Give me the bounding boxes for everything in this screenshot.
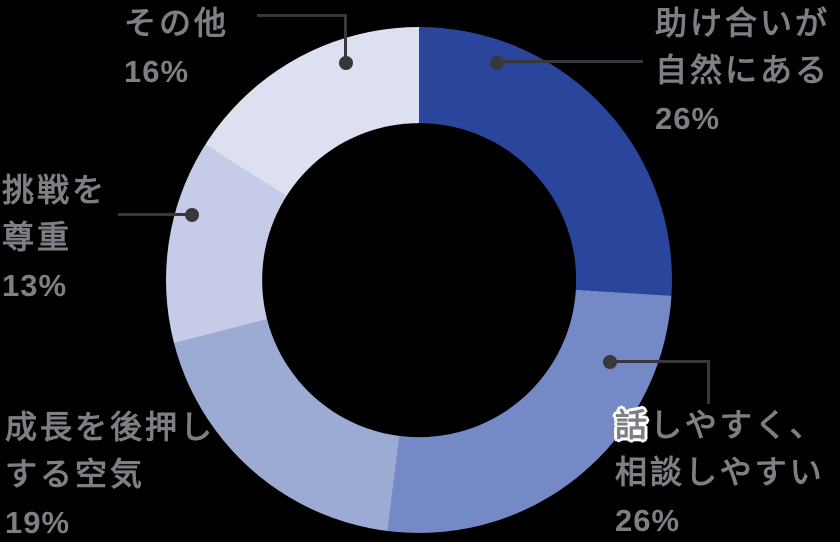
label-help-each-other-text: 助け合いが 自然にある — [655, 5, 831, 88]
leader-line-talk-horizontal — [610, 360, 710, 363]
label-easy-to-talk-first-char: 話 — [615, 407, 651, 443]
label-respect-challenge: 挑戦を 尊重 13% — [2, 167, 107, 305]
leader-dot-other — [339, 56, 353, 70]
label-other-text: その他 — [124, 5, 230, 41]
label-other: その他 16% — [124, 0, 229, 91]
label-help-each-other: 助け合いが 自然にある 26% — [655, 0, 830, 138]
leader-line-other-horizontal — [257, 14, 347, 17]
label-easy-to-talk: 話しやすく、 相談しやすい 26% — [615, 402, 825, 540]
donut-ring — [166, 27, 672, 533]
leader-dot-talk — [603, 355, 617, 369]
label-support-growth-text: 成長を後押し する空気 — [5, 409, 216, 492]
leader-line-other-vertical — [344, 14, 347, 63]
label-respect-challenge-percent: 13% — [2, 268, 68, 303]
label-easy-to-talk-text: 話しやすく、 相談しやすい — [615, 402, 825, 496]
leader-line-challenge — [118, 213, 193, 216]
label-support-growth: 成長を後押し する空気 19% — [5, 404, 215, 542]
label-easy-to-talk-rest: しやすく、 相談しやすい — [615, 407, 825, 490]
label-easy-to-talk-percent: 26% — [615, 503, 681, 538]
leader-dot-help-each-other — [490, 56, 504, 70]
label-respect-challenge-text: 挑戦を 尊重 — [2, 172, 108, 255]
label-other-percent: 16% — [124, 54, 190, 89]
leader-line-help-each-other — [497, 60, 643, 63]
label-help-each-other-percent: 26% — [655, 101, 721, 136]
leader-dot-challenge — [185, 208, 199, 222]
leader-line-talk-vertical — [707, 360, 710, 404]
donut-hole — [262, 123, 576, 437]
label-support-growth-percent: 19% — [5, 505, 71, 540]
